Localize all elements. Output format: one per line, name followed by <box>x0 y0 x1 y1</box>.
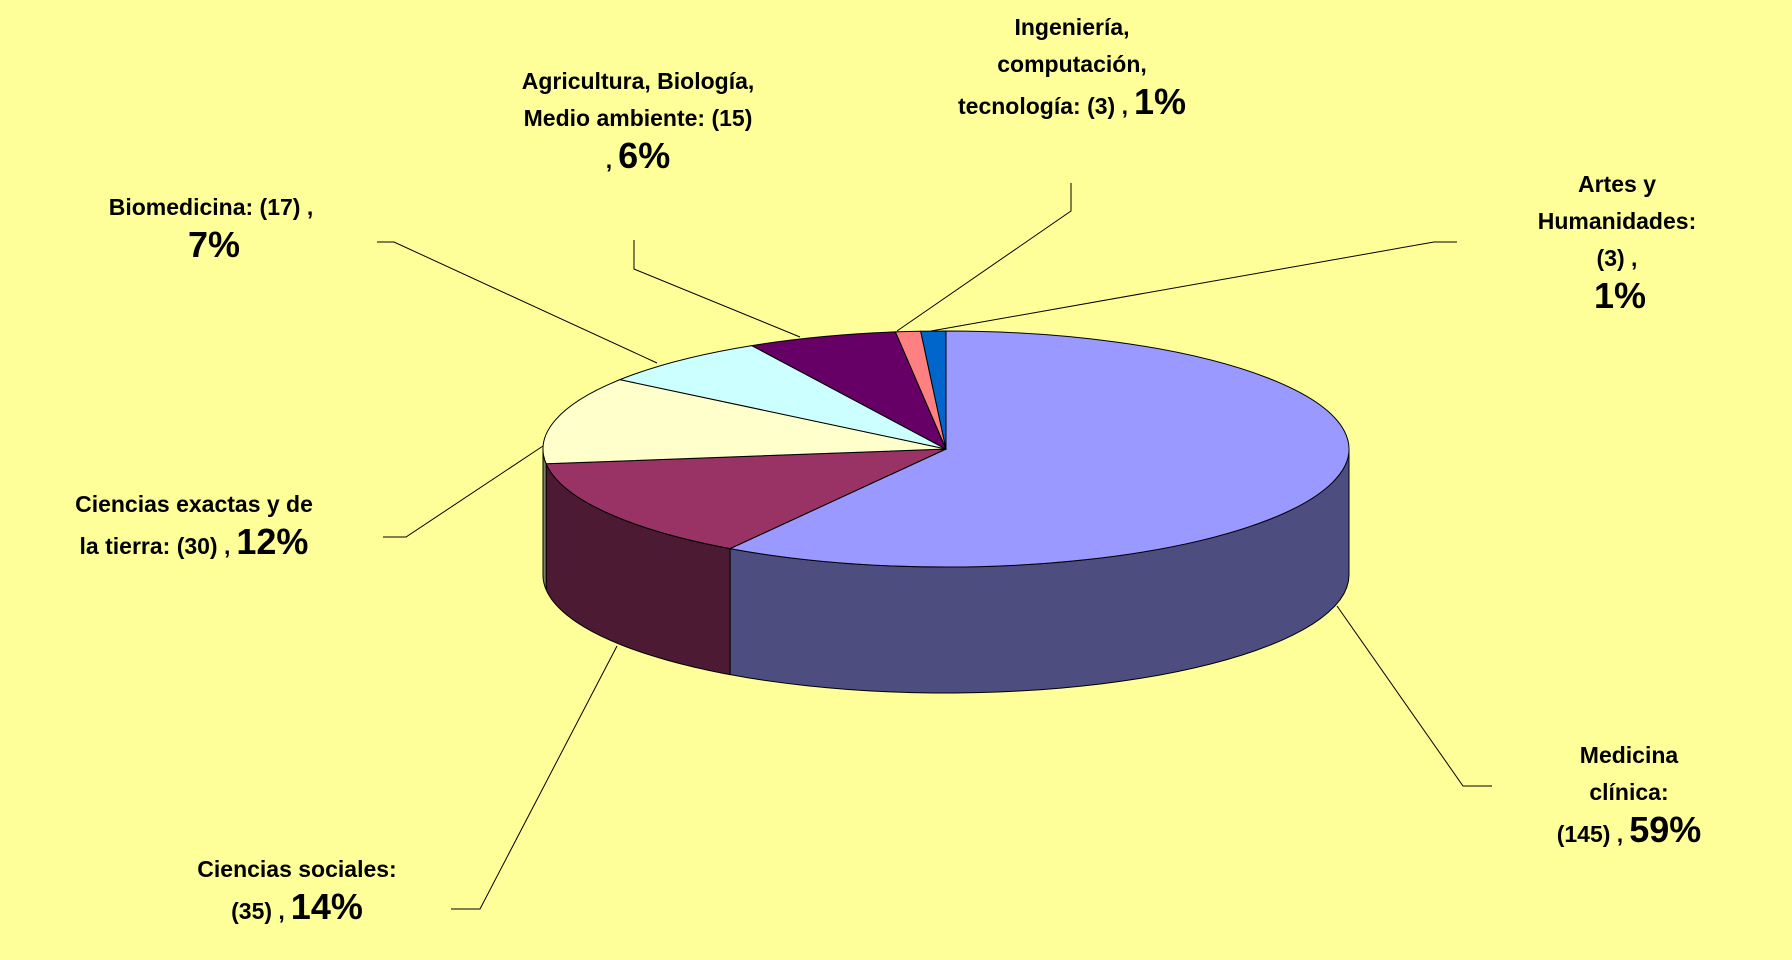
slice-label: Ciencias exactas y de la tierra: (30) ,1… <box>75 486 313 565</box>
category-label: Ingeniería, computación, tecnología: (3)… <box>958 14 1147 119</box>
slice <box>545 448 947 550</box>
category-label: Agricultura, Biología, Medio ambiente: (… <box>521 68 755 173</box>
slice <box>728 330 1350 568</box>
value-label: 6% <box>618 135 671 176</box>
slice-label: Artes y Humanidades: (3) , 1% <box>1530 166 1705 319</box>
value-label: 59% <box>1629 809 1702 850</box>
value-label: 1% <box>1593 275 1647 316</box>
value-label: 12% <box>236 521 309 562</box>
category-label: Medicina clínica: (145) , <box>1556 742 1679 847</box>
category-label: Ciencias exactas y de la tierra: (30) , <box>75 491 313 559</box>
slice-label: Medicina clínica: (145) , 59% <box>1548 737 1711 853</box>
slice-label: Ciencias sociales: (35) , 14% <box>197 851 396 930</box>
leader-line <box>896 183 1072 332</box>
value-label: 14% <box>290 886 363 927</box>
slice-side <box>542 448 547 590</box>
category-label: Biomedicina: (17) , <box>108 194 314 220</box>
value-label: 1% <box>1133 81 1186 122</box>
leader-line <box>633 240 801 338</box>
category-label: Ciencias sociales: (35) , <box>197 856 397 924</box>
leader-line <box>383 445 544 538</box>
value-label: 7% <box>187 224 241 265</box>
leader-line <box>1336 605 1492 787</box>
slice <box>750 331 948 451</box>
slice <box>618 345 947 450</box>
leader-line <box>451 645 618 910</box>
slice-label: Biomedicina: (17) , 7% <box>109 189 313 268</box>
category-label: Artes y Humanidades: (3) , <box>1537 171 1697 271</box>
leader-line <box>377 241 658 364</box>
slice <box>542 379 947 465</box>
leader-line <box>930 241 1457 332</box>
slice-label: Agricultura, Biología, Medio ambiente: (… <box>522 63 755 179</box>
slice-label: Ingeniería, computación, tecnología: (3)… <box>958 9 1186 125</box>
